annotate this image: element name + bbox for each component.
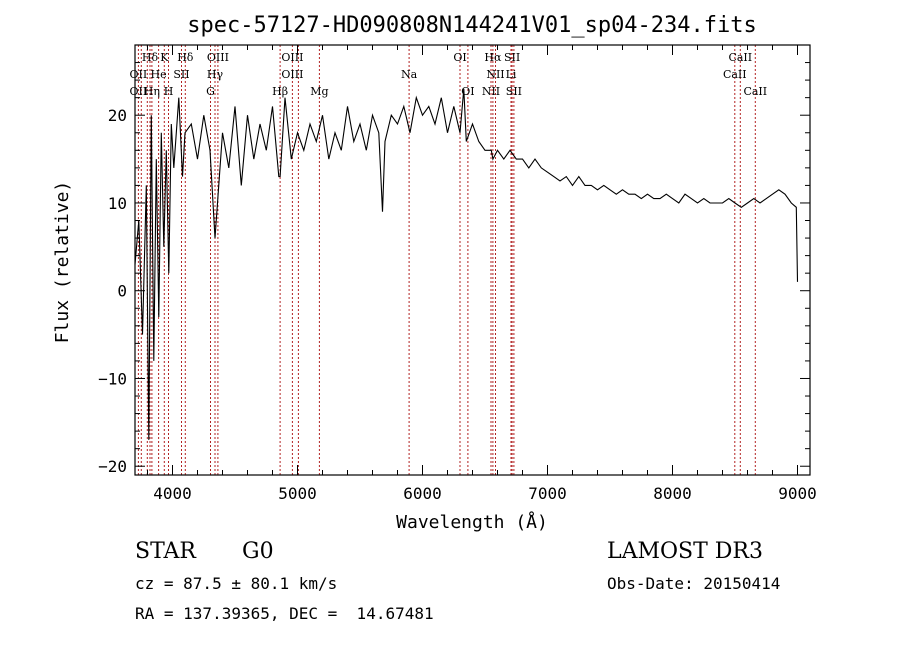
spectral-line-label: K — [160, 51, 169, 64]
axes — [134, 44, 811, 476]
spectral-line-label: NII — [482, 85, 500, 98]
spectrum-line-0 — [134, 88, 799, 440]
spectral-line-label: OIII — [281, 68, 303, 81]
spectral-line-label: Hη — [144, 85, 160, 98]
coordinates: RA = 137.39365, DEC = 14.67481 — [135, 604, 434, 623]
spectral-line-label: OIII — [281, 51, 303, 64]
survey-name: LAMOST DR3 — [607, 539, 763, 564]
axis-ticks: 4000 5000 6000 7000 8000 9000 −20 −10 0 10 20 — [98, 45, 817, 503]
spectral-line-label: CaII — [728, 51, 752, 64]
spectral-line-label: Li — [506, 68, 517, 81]
spectral-line-label: OI — [453, 51, 466, 64]
spectral-line-label: Mg — [310, 85, 328, 98]
spectral-line-label: Hβ — [272, 85, 288, 98]
y-tick-label: 0 — [117, 282, 127, 301]
plot-frame — [134, 44, 811, 476]
spectral-line-label: CaII — [743, 85, 767, 98]
spectrum-series — [134, 88, 799, 440]
spectral-line-label: G — [206, 85, 215, 98]
spectral-line-label: Hα — [484, 51, 502, 64]
spectral-line-label: SII — [173, 68, 189, 81]
spectral-line-label: Hδ — [177, 51, 194, 64]
spectral-line-label: OI — [461, 85, 474, 98]
line-markers — [137, 45, 756, 475]
observation-date: Obs-Date: 20150414 — [607, 574, 781, 593]
spectral-line-label: H — [164, 85, 174, 98]
x-tick-label: 5000 — [278, 484, 317, 503]
y-tick-label: −20 — [98, 457, 127, 476]
spectral-line-label: CaII — [723, 68, 747, 81]
object-subclass: G0 — [242, 539, 274, 564]
object-class: STAR — [135, 539, 196, 564]
spectral-line-label: He — [151, 68, 167, 81]
spectral-line-label: Hδ — [142, 51, 159, 64]
y-axis-label: Flux (relative) — [52, 181, 73, 344]
x-axis-label: Wavelength (Å) — [396, 511, 548, 533]
spectral-line-label: Hγ — [207, 68, 224, 81]
x-tick-label: 8000 — [653, 484, 692, 503]
x-tick-label: 9000 — [778, 484, 817, 503]
y-tick-label: 20 — [108, 106, 127, 125]
redshift-velocity: cz = 87.5 ± 80.1 km/s — [135, 574, 338, 593]
y-tick-label: 10 — [108, 194, 127, 213]
spectral-line-label: OII — [130, 85, 148, 98]
spectral-line-label: SII — [504, 51, 520, 64]
spectral-line-label: SII — [506, 85, 522, 98]
spectral-line-label: OIII — [207, 51, 229, 64]
spectral-line-label: NII — [486, 68, 504, 81]
spectral-line-label: OII — [130, 68, 148, 81]
y-tick-label: −10 — [98, 369, 127, 388]
x-tick-label: 7000 — [528, 484, 567, 503]
chart-title: spec-57127-HD090808N144241V01_sp04-234.f… — [187, 13, 757, 38]
x-tick-label: 4000 — [153, 484, 192, 503]
x-tick-label: 6000 — [403, 484, 442, 503]
spectral-line-label: Na — [401, 68, 418, 81]
